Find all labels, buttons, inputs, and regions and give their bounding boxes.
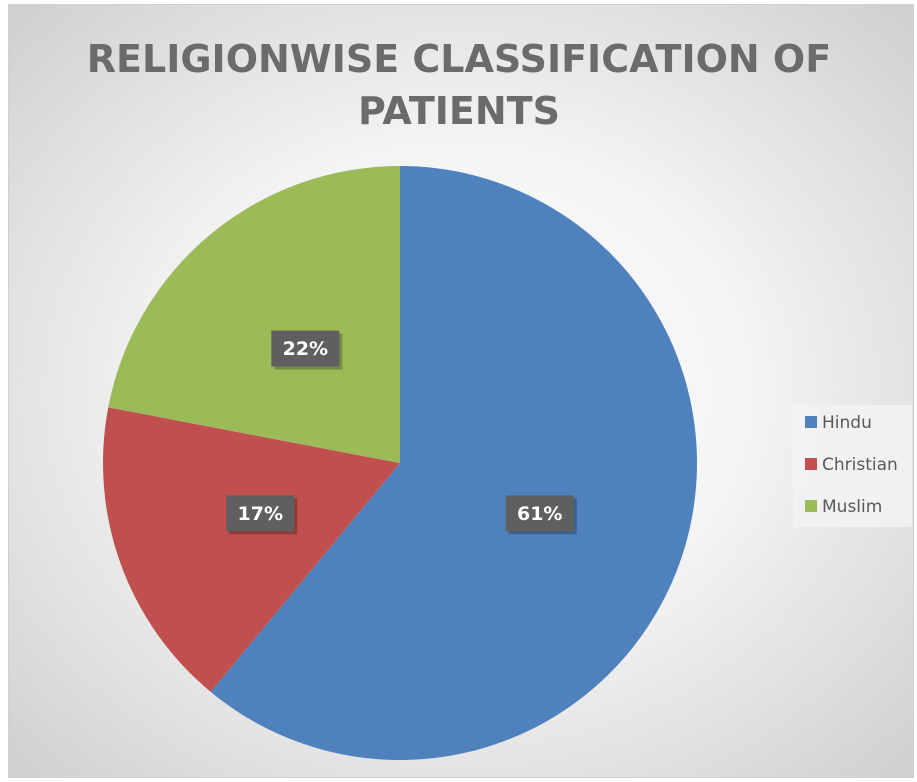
pie-slice (108, 166, 401, 463)
pie-slice (210, 166, 698, 761)
data-label: 22% (283, 338, 328, 360)
data-label-box (226, 495, 295, 532)
pie-slice (103, 407, 400, 692)
legend-swatch (805, 500, 817, 512)
data-label-box (505, 495, 574, 532)
legend-label: Muslim (822, 497, 882, 517)
chart-title: RELIGIONWISE CLASSIFICATION OF PATIENTS (86, 37, 832, 133)
legend-label: Hindu (822, 413, 872, 433)
legend-swatch (805, 458, 817, 470)
data-label: 61% (517, 503, 562, 525)
legend-label: Christian (822, 455, 898, 475)
data-label: 17% (238, 503, 283, 525)
data-label-box (271, 330, 340, 367)
legend-swatch (805, 416, 817, 428)
